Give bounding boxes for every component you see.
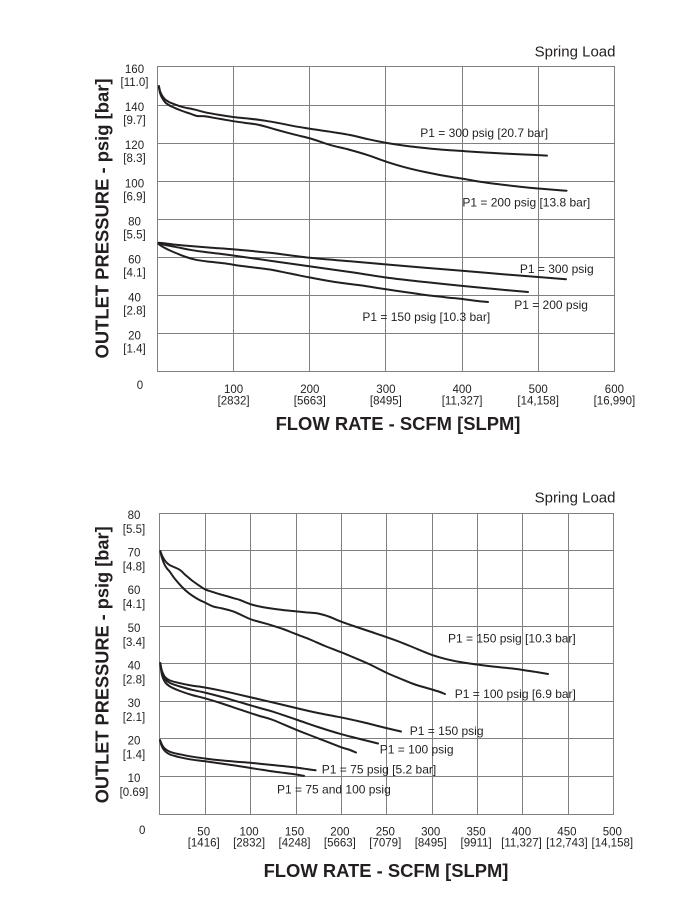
svg-text:[1416]: [1416] [188, 837, 220, 849]
svg-text:P1 = 150 psig: P1 = 150 psig [410, 724, 484, 738]
svg-text:P1 = 150 psig [10.3 bar]: P1 = 150 psig [10.3 bar] [448, 632, 576, 646]
svg-text:P1 = 75 and 100 psig: P1 = 75 and 100 psig [277, 782, 391, 796]
svg-text:OUTLET PRESSURE - psig [bar]: OUTLET PRESSURE - psig [bar] [93, 526, 113, 803]
svg-text:P1 = 300 psig: P1 = 300 psig [520, 262, 594, 276]
svg-text:100: 100 [240, 826, 259, 838]
svg-text:[8.3]: [8.3] [123, 153, 145, 165]
svg-text:[5663]: [5663] [324, 837, 356, 849]
svg-text:200: 200 [330, 826, 349, 838]
svg-text:[16,990]: [16,990] [594, 395, 636, 407]
svg-text:200: 200 [300, 384, 319, 396]
svg-text:120: 120 [125, 140, 144, 152]
svg-text:P1 = 100 psig [6.9 bar]: P1 = 100 psig [6.9 bar] [455, 687, 576, 701]
svg-text:[11,327]: [11,327] [501, 837, 542, 849]
svg-text:50: 50 [197, 826, 210, 838]
svg-text:50: 50 [128, 623, 141, 635]
svg-text:40: 40 [128, 293, 141, 305]
svg-text:250: 250 [376, 826, 395, 838]
svg-text:[11,327]: [11,327] [442, 395, 483, 407]
svg-text:40: 40 [128, 660, 141, 672]
svg-text:OUTLET PRESSURE - psig [bar]: OUTLET PRESSURE - psig [bar] [92, 79, 113, 359]
svg-text:80: 80 [128, 216, 141, 228]
svg-text:FLOW RATE - SCFM [SLPM]: FLOW RATE - SCFM [SLPM] [276, 413, 521, 434]
svg-text:P1 = 200 psig: P1 = 200 psig [514, 298, 588, 312]
svg-text:150: 150 [285, 826, 304, 838]
svg-text:[2.1]: [2.1] [123, 712, 145, 724]
svg-text:300: 300 [421, 826, 440, 838]
svg-text:FLOW RATE - SCFM [SLPM]: FLOW RATE - SCFM [SLPM] [264, 860, 509, 881]
svg-text:P1 = 100 psig: P1 = 100 psig [380, 743, 454, 757]
svg-text:[5.5]: [5.5] [123, 524, 145, 536]
svg-text:[0.69]: [0.69] [120, 787, 149, 799]
svg-text:[7079]: [7079] [369, 837, 401, 849]
svg-text:[2.8]: [2.8] [123, 306, 145, 318]
svg-text:500: 500 [529, 384, 548, 396]
svg-text:[14,158]: [14,158] [592, 837, 634, 849]
svg-text:500: 500 [603, 826, 622, 838]
svg-text:Spring Load: Spring Load [535, 44, 616, 61]
svg-text:160: 160 [125, 64, 144, 76]
svg-text:[4248]: [4248] [279, 837, 311, 849]
svg-text:140: 140 [125, 102, 144, 114]
svg-text:[1.4]: [1.4] [123, 344, 145, 356]
svg-text:[8495]: [8495] [370, 395, 402, 407]
svg-text:P1 = 75 psig [5.2 bar]: P1 = 75 psig [5.2 bar] [322, 763, 436, 777]
svg-text:600: 600 [605, 384, 624, 396]
svg-text:300: 300 [376, 384, 395, 396]
svg-text:[4.1]: [4.1] [123, 599, 145, 611]
svg-text:[12,743]: [12,743] [546, 837, 588, 849]
svg-text:450: 450 [557, 826, 576, 838]
svg-text:[4.1]: [4.1] [123, 267, 145, 279]
svg-text:[9.7]: [9.7] [123, 115, 145, 127]
svg-text:[5663]: [5663] [294, 395, 326, 407]
svg-text:[3.4]: [3.4] [123, 637, 145, 649]
svg-text:[2832]: [2832] [233, 837, 265, 849]
svg-text:350: 350 [467, 826, 486, 838]
svg-text:[9911]: [9911] [461, 837, 492, 849]
svg-text:Spring Load: Spring Load [535, 490, 616, 507]
svg-text:[11.0]: [11.0] [121, 77, 149, 89]
svg-text:P1 = 150 psig [10.3 bar]: P1 = 150 psig [10.3 bar] [362, 310, 490, 324]
svg-text:[4.8]: [4.8] [123, 562, 145, 574]
svg-text:100: 100 [224, 384, 243, 396]
svg-text:20: 20 [128, 736, 141, 748]
svg-text:60: 60 [128, 254, 141, 266]
svg-text:P1 = 300 psig [20.7 bar]: P1 = 300 psig [20.7 bar] [420, 126, 548, 140]
svg-text:400: 400 [512, 826, 531, 838]
svg-text:0: 0 [137, 380, 143, 392]
svg-text:[8495]: [8495] [415, 837, 447, 849]
svg-text:[14,158]: [14,158] [517, 395, 559, 407]
svg-text:80: 80 [128, 510, 141, 522]
svg-text:[1.4]: [1.4] [123, 750, 145, 762]
svg-text:[6.9]: [6.9] [123, 191, 145, 203]
svg-text:30: 30 [128, 698, 141, 710]
svg-text:70: 70 [128, 548, 141, 560]
svg-text:20: 20 [128, 331, 141, 343]
svg-text:100: 100 [125, 178, 144, 190]
svg-text:[2.8]: [2.8] [123, 674, 145, 686]
svg-text:0: 0 [139, 825, 145, 837]
svg-text:60: 60 [128, 585, 141, 597]
svg-text:10: 10 [128, 773, 141, 785]
svg-text:P1 = 200 psig [13.8 bar]: P1 = 200 psig [13.8 bar] [462, 195, 590, 209]
svg-text:[2832]: [2832] [218, 395, 250, 407]
svg-text:[5.5]: [5.5] [123, 229, 145, 241]
svg-text:400: 400 [453, 384, 472, 396]
